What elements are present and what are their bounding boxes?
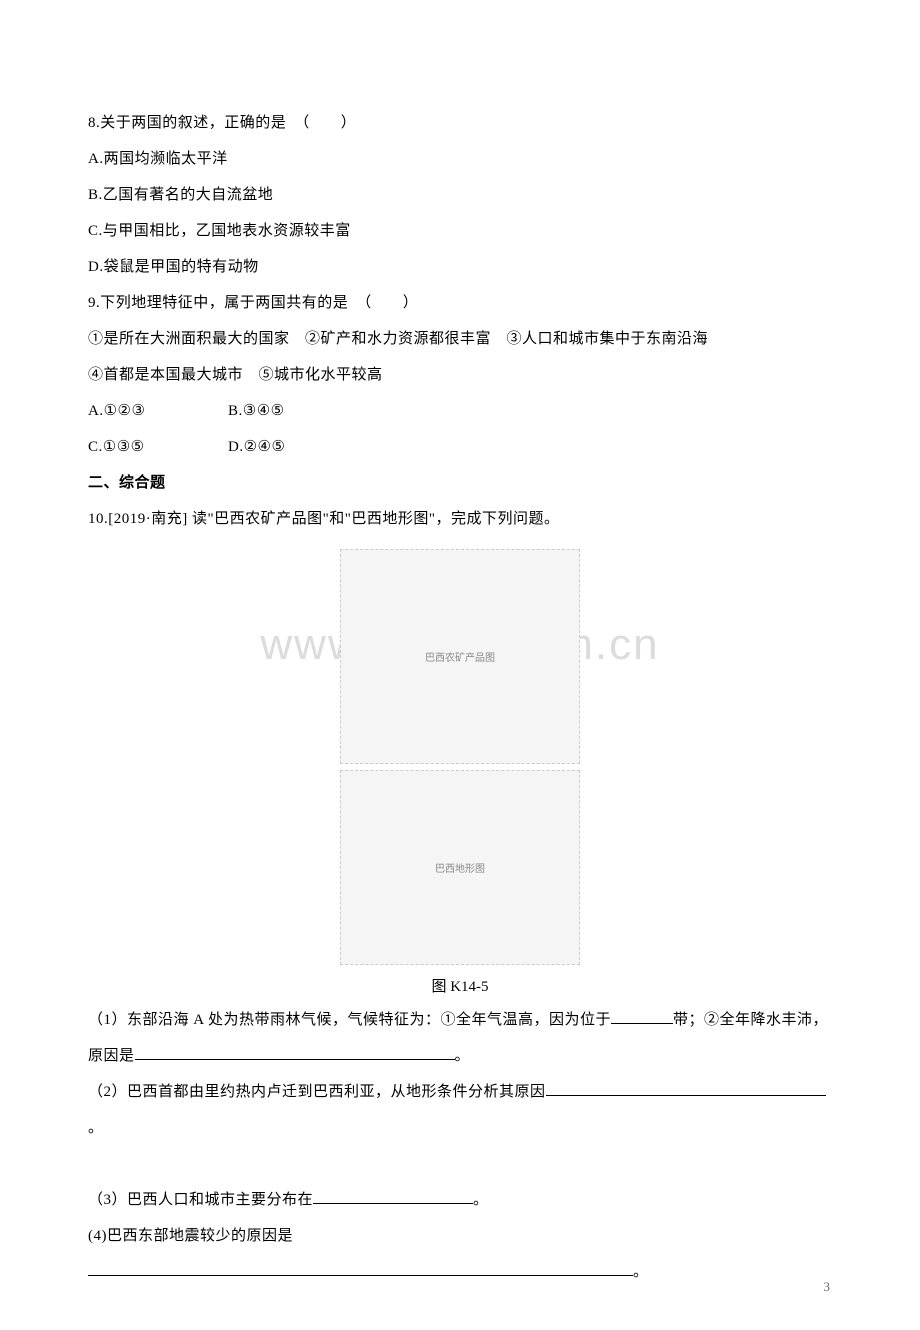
q10-sub2-text-b: 。: [88, 1120, 104, 1136]
section-2-heading: 二、综合题: [88, 465, 832, 501]
q10-sub4-text-a: (4)巴西东部地震较少的原因是: [88, 1228, 293, 1244]
q8-option-b: B.乙国有著名的大自流盆地: [88, 177, 832, 213]
map1-placeholder-label: 巴西农矿产品图: [425, 649, 495, 664]
q10-sub1-text-d: 。: [455, 1048, 471, 1064]
blank-3: [546, 1081, 826, 1096]
q9-option-a: A.①②③: [88, 393, 228, 429]
q8-stem: 8.关于两国的叙述，正确的是 （ ）: [88, 105, 832, 141]
q10-sub3-text-a: （3）巴西人口和城市主要分布在: [88, 1192, 313, 1208]
q10-sub1-text-b: 带；②全年降水丰沛，: [673, 1012, 828, 1028]
blank-2: [135, 1045, 455, 1060]
q8-option-d: D.袋鼠是甲国的特有动物: [88, 249, 832, 285]
blank-1: [611, 1009, 673, 1024]
q10-sub3-text-b: 。: [473, 1192, 489, 1208]
q10-sub2-text-a: （2）巴西首都由里约热内卢迁到巴西利亚，从地形条件分析其原因: [88, 1084, 546, 1100]
page-content: 8.关于两国的叙述，正确的是 （ ） A.两国均濒临太平洋 B.乙国有著名的大自…: [0, 0, 920, 1330]
q10-sub1-line2: 原因是 。: [88, 1038, 832, 1074]
figure-caption: 图 K14-5: [88, 975, 832, 996]
map-brazil-terrain: 巴西地形图: [340, 770, 580, 965]
q10-sub4: (4)巴西东部地震较少的原因是。: [88, 1218, 832, 1290]
q9-options-row1: A.①②③ B.③④⑤: [88, 393, 832, 429]
q10-sub3: （3）巴西人口和城市主要分布在 。: [88, 1182, 832, 1218]
q10-spacer: [88, 1146, 832, 1182]
q10-sub1-text-c: 原因是: [88, 1048, 135, 1064]
q10-sub4-text-b: 。: [633, 1264, 649, 1280]
map-brazil-resources: 巴西农矿产品图: [340, 549, 580, 764]
q10-sub1-line1: （1）东部沿海 A 处为热带雨林气候，气候特征为：①全年气温高，因为位于 带；②全…: [88, 1002, 832, 1038]
q9-option-c: C.①③⑤: [88, 429, 228, 465]
q9-options-row2: C.①③⑤ D.②④⑤: [88, 429, 832, 465]
q9-substems-2: ④首都是本国最大城市 ⑤城市化水平较高: [88, 357, 832, 393]
q8-option-c: C.与甲国相比，乙国地表水资源较丰富: [88, 213, 832, 249]
blank-4: [313, 1189, 473, 1204]
q9-stem: 9.下列地理特征中，属于两国共有的是 （ ）: [88, 285, 832, 321]
blank-5: [88, 1261, 633, 1276]
q9-option-b: B.③④⑤: [228, 393, 368, 429]
q8-option-a: A.两国均濒临太平洋: [88, 141, 832, 177]
q9-option-d: D.②④⑤: [228, 429, 368, 465]
q10-stem: 10.[2019·南充] 读"巴西农矿产品图"和"巴西地形图"，完成下列问题。: [88, 501, 832, 537]
figure-area: 巴西农矿产品图 巴西地形图 图 K14-5: [88, 549, 832, 996]
q10-sub1-text-a: （1）东部沿海 A 处为热带雨林气候，气候特征为：①全年气温高，因为位于: [88, 1012, 611, 1028]
map2-placeholder-label: 巴西地形图: [435, 860, 485, 875]
q9-substems-1: ①是所在大洲面积最大的国家 ②矿产和水力资源都很丰富 ③人口和城市集中于东南沿海: [88, 321, 832, 357]
q10-sub2: （2）巴西首都由里约热内卢迁到巴西利亚，从地形条件分析其原因。: [88, 1074, 832, 1146]
